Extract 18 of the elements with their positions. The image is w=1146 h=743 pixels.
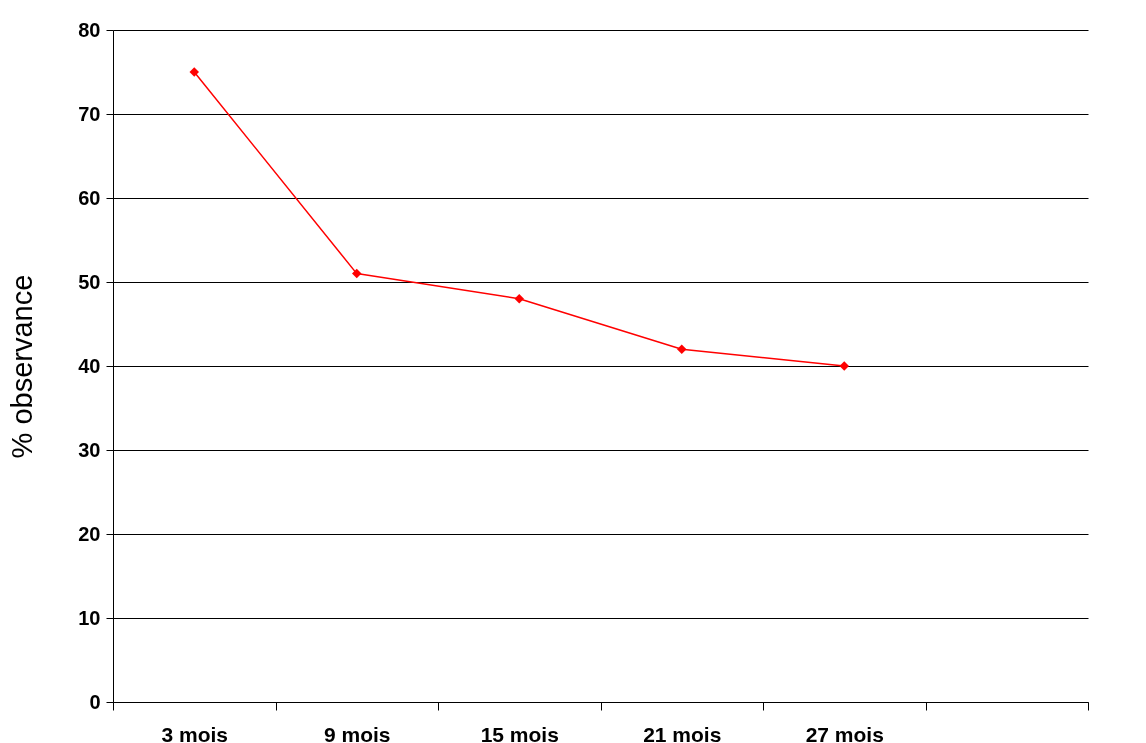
y-tick-label: 20 (78, 522, 101, 545)
y-tick-label: 30 (78, 438, 101, 461)
y-tick-label: 70 (78, 102, 101, 125)
y-tick-label: 40 (78, 354, 101, 377)
y-tick-label: 80 (78, 18, 101, 41)
point (514, 294, 524, 304)
x-tick-label: 15 mois (480, 722, 559, 743)
x-tick-label: 9 mois (323, 722, 391, 743)
y-tick-label: 0 (89, 690, 101, 713)
x-tick-label: 27 mois (805, 722, 884, 743)
y-tick-label: 10 (78, 606, 101, 629)
y-tick-label: 60 (78, 186, 101, 209)
x-tick-label: 21 mois (643, 722, 722, 743)
point (352, 268, 362, 279)
x-tick-label: 3 mois (161, 722, 229, 743)
y-tick-label: 50 (78, 270, 101, 293)
point (677, 344, 687, 354)
y-axis-title: % observance (6, 274, 39, 459)
